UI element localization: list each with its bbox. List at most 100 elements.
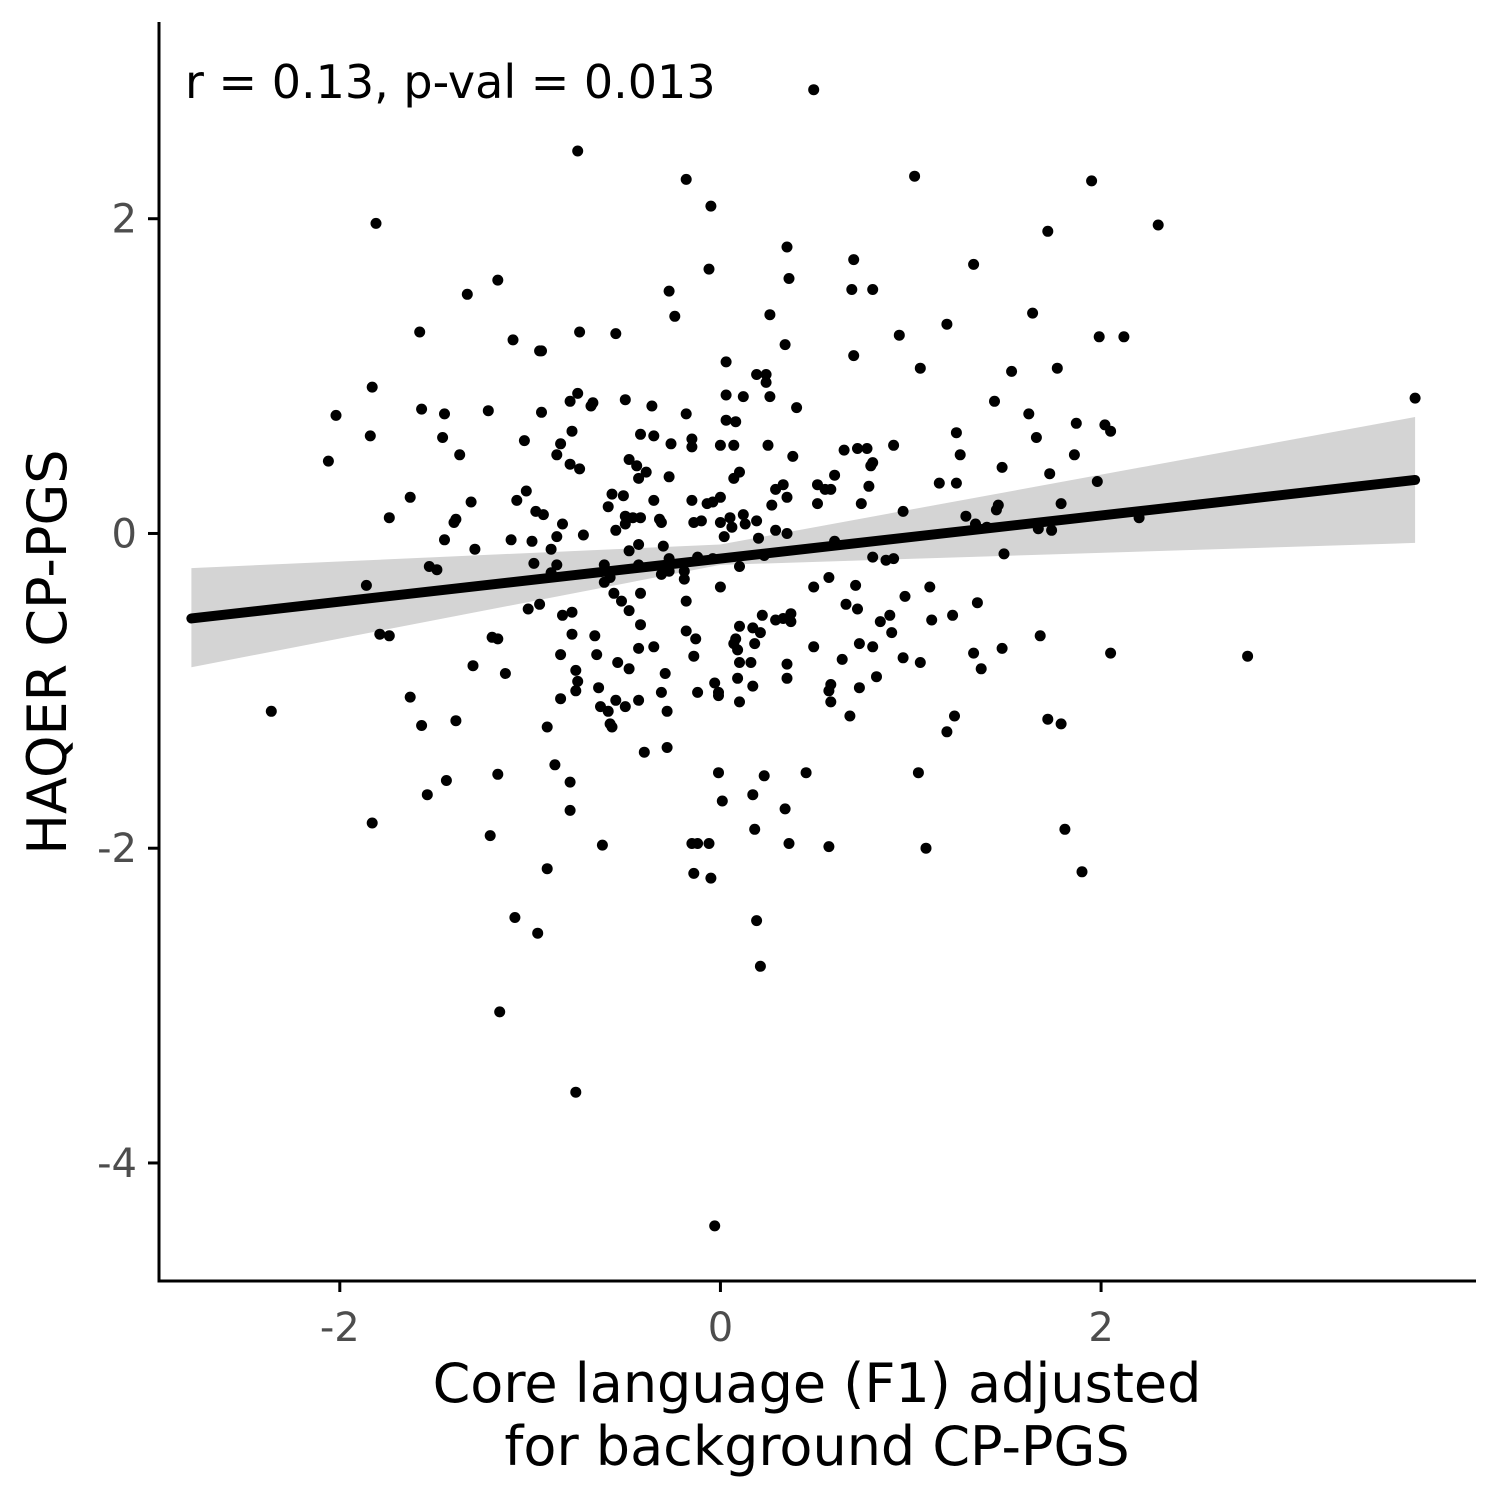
data-point	[840, 598, 852, 610]
data-point	[1042, 713, 1054, 725]
data-point	[770, 524, 782, 536]
data-point	[838, 444, 850, 456]
data-point	[520, 485, 532, 497]
data-point	[829, 469, 841, 481]
data-point	[714, 439, 726, 451]
data-point	[914, 362, 926, 374]
data-point	[754, 960, 766, 972]
data-point	[971, 597, 983, 609]
data-point	[791, 402, 803, 414]
data-point	[1034, 630, 1046, 642]
data-point	[734, 561, 745, 572]
data-point	[897, 505, 909, 517]
x-tick-label: 2	[1088, 1305, 1113, 1351]
data-point	[570, 1086, 582, 1098]
data-point	[564, 804, 576, 816]
data-point	[853, 682, 865, 694]
data-point	[439, 534, 450, 546]
data-point	[655, 517, 667, 528]
data-point	[812, 498, 823, 510]
data-point	[781, 241, 793, 253]
data-point	[619, 518, 631, 530]
data-point	[610, 694, 622, 706]
data-point	[975, 663, 987, 675]
data-point	[730, 416, 742, 428]
data-point	[724, 512, 736, 524]
ticks-layer: -2 0 2 -4 -2 0 2	[97, 197, 1114, 1351]
data-point	[522, 603, 534, 615]
y-tick-label: -4	[97, 1141, 137, 1187]
data-point	[591, 649, 603, 661]
data-point	[509, 912, 521, 923]
data-point	[688, 517, 700, 528]
data-point	[705, 200, 717, 212]
data-point	[469, 543, 481, 555]
x-tick-label: 0	[708, 1305, 733, 1351]
data-point	[899, 590, 911, 602]
data-point	[574, 326, 586, 338]
data-point	[781, 491, 793, 503]
data-point	[1055, 498, 1067, 510]
data-point	[623, 545, 635, 557]
data-point	[633, 539, 645, 550]
data-point	[680, 173, 692, 185]
data-point	[920, 842, 932, 854]
data-point	[766, 499, 778, 511]
data-point	[758, 770, 770, 782]
data-point	[950, 477, 962, 489]
data-point	[608, 587, 620, 599]
data-point	[360, 579, 372, 591]
data-point	[996, 642, 1008, 654]
data-point	[617, 490, 629, 502]
data-point	[619, 394, 631, 406]
data-point	[669, 310, 681, 322]
data-point	[663, 285, 675, 297]
data-point	[770, 483, 782, 495]
data-point	[564, 395, 576, 407]
data-point	[551, 449, 563, 461]
data-point	[1055, 718, 1067, 730]
data-point	[633, 694, 645, 706]
data-point	[374, 628, 386, 640]
data-point	[404, 491, 416, 503]
data-point	[627, 512, 639, 524]
data-point	[714, 581, 726, 593]
data-point	[528, 557, 540, 569]
data-point	[416, 403, 428, 415]
data-point	[616, 595, 627, 607]
data-point	[494, 1006, 506, 1018]
data-point	[1044, 468, 1056, 480]
data-point	[602, 501, 614, 513]
data-point	[330, 409, 342, 421]
data-point	[709, 677, 721, 689]
data-point	[1070, 417, 1082, 429]
data-point	[897, 652, 909, 664]
data-point	[606, 721, 618, 733]
data-point	[505, 534, 517, 546]
data-point	[534, 598, 546, 610]
data-point	[364, 430, 376, 442]
data-point	[467, 660, 479, 672]
x-tick-label: -2	[320, 1305, 360, 1351]
data-point	[692, 838, 704, 849]
data-point	[893, 329, 905, 341]
data-point	[499, 668, 511, 679]
data-point	[751, 515, 763, 527]
data-point	[383, 512, 395, 524]
data-point	[564, 458, 576, 470]
data-point	[665, 438, 677, 450]
data-point	[416, 720, 428, 731]
data-point	[678, 573, 690, 585]
data-point	[947, 609, 959, 621]
data-point	[714, 517, 726, 528]
data-point	[954, 449, 966, 461]
data-point	[465, 496, 477, 508]
data-point	[926, 614, 938, 626]
data-point	[781, 528, 793, 539]
y-axis-title: HAQER CP-PGS	[16, 449, 79, 854]
data-point	[728, 439, 740, 451]
data-point	[998, 548, 1010, 560]
data-point	[1046, 524, 1058, 536]
data-point	[610, 524, 622, 536]
data-point	[825, 696, 837, 708]
